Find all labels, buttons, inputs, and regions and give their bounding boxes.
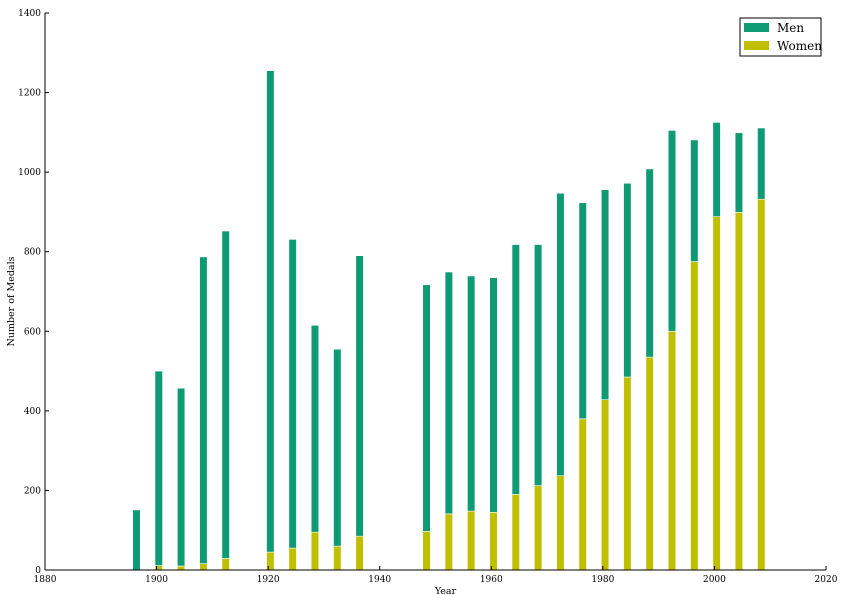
bar-men-2004 xyxy=(734,132,744,213)
bar-women-1948 xyxy=(422,531,431,571)
bar-men-1980 xyxy=(600,189,610,401)
bar-women-1924 xyxy=(288,547,297,571)
bar-women-1992 xyxy=(667,330,677,571)
bar-women-1904 xyxy=(176,565,186,571)
legend-swatch-men xyxy=(744,23,769,32)
x-axis-label: Year xyxy=(434,586,457,595)
x-tick-label-1880: 1880 xyxy=(34,575,57,585)
bar-men-1904 xyxy=(176,387,186,567)
bar-women-1952 xyxy=(444,513,453,571)
bar-men-1976 xyxy=(578,202,587,420)
bar-women-1908 xyxy=(199,563,208,571)
bar-women-1988 xyxy=(645,356,654,571)
y-tick-label-200: 200 xyxy=(24,486,41,496)
y-tick-label-1400: 1400 xyxy=(18,9,41,19)
bar-women-1912 xyxy=(221,558,230,571)
bar-women-2000 xyxy=(712,216,721,571)
bar-men-1908 xyxy=(199,256,208,564)
ticks-group: 1880 1900 1920 1940 1960 1980 2000 2020 0 200 400 6… xyxy=(18,9,838,585)
bar-men-1984 xyxy=(623,182,632,378)
y-tick-label-600: 600 xyxy=(24,327,41,337)
legend: Men Women xyxy=(739,17,822,57)
bar-men-1996 xyxy=(690,139,699,262)
bar-women-1972 xyxy=(556,475,565,571)
bar-women-1976 xyxy=(578,418,587,571)
bars-group xyxy=(132,70,766,571)
bar-women-1960 xyxy=(489,512,498,571)
x-tick-label-1900: 1900 xyxy=(145,575,168,585)
bar-men-1912 xyxy=(221,230,230,559)
bar-women-1984 xyxy=(623,376,632,571)
bar-men-1920 xyxy=(266,70,275,553)
bar-women-1968 xyxy=(534,485,543,571)
bar-men-1964 xyxy=(511,244,520,495)
bar-men-1896 xyxy=(132,509,141,571)
x-tick-label-1980: 1980 xyxy=(591,575,614,585)
y-tick-label-400: 400 xyxy=(24,407,41,417)
legend-label-women: Women xyxy=(777,39,822,53)
y-tick-label-0: 0 xyxy=(35,566,41,576)
bar-men-1968 xyxy=(534,244,543,486)
bar-men-1900 xyxy=(154,370,163,566)
x-tick-label-2020: 2020 xyxy=(815,575,838,585)
bar-women-1928 xyxy=(310,531,320,571)
y-tick-label-1000: 1000 xyxy=(18,168,41,178)
bar-men-1928 xyxy=(310,325,320,533)
legend-label-men: Men xyxy=(777,21,804,35)
bar-men-1972 xyxy=(556,192,565,477)
legend-swatch-women xyxy=(744,41,769,50)
y-tick-label-800: 800 xyxy=(24,248,41,258)
bar-women-1936 xyxy=(355,535,364,571)
x-tick-label-2000: 2000 xyxy=(703,575,726,585)
bar-women-2004 xyxy=(734,212,744,571)
bar-men-1936 xyxy=(355,255,364,537)
y-axis-label: Number of Medals xyxy=(6,256,17,346)
bar-women-1932 xyxy=(333,545,342,571)
x-tick-label-1920: 1920 xyxy=(257,575,280,585)
bar-men-2000 xyxy=(712,122,721,218)
bar-men-1948 xyxy=(422,284,431,532)
axes-group xyxy=(44,13,826,571)
x-tick-label-1940: 1940 xyxy=(368,575,391,585)
bar-women-1980 xyxy=(600,399,610,571)
bar-men-1956 xyxy=(467,275,476,512)
bar-women-2008 xyxy=(757,198,766,571)
bar-men-1924 xyxy=(288,239,297,549)
bar-women-1956 xyxy=(467,510,476,571)
bar-men-1960 xyxy=(489,277,498,513)
bar-men-2008 xyxy=(757,127,766,200)
bar-men-1952 xyxy=(444,271,453,515)
bar-men-1932 xyxy=(333,348,342,547)
y-tick-label-1200: 1200 xyxy=(18,89,41,99)
bar-men-1988 xyxy=(645,168,654,358)
x-tick-label-1960: 1960 xyxy=(480,575,503,585)
bar-men-1992 xyxy=(667,130,677,332)
bar-women-1964 xyxy=(511,494,520,571)
bar-women-1996 xyxy=(690,261,699,571)
